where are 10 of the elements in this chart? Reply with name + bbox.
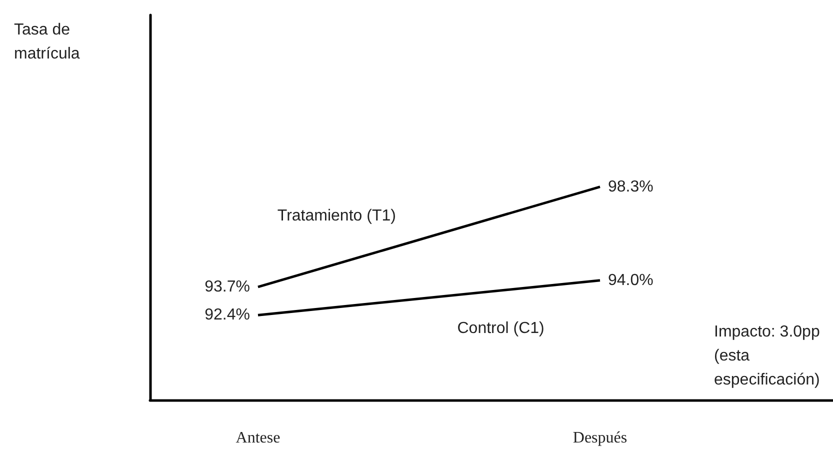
data-label: 92.4% [204,306,250,324]
x-tick-label: Después [572,430,628,446]
series-label: Tratamiento (T1) [277,207,396,224]
data-label: 98.3% [608,178,654,196]
series-label: Control (C1) [457,320,544,337]
data-label: 93.7% [204,278,250,296]
annotation: Impacto: 3.0pp (esta especificación) [714,324,824,388]
y-axis-title: Tasa de matrícula [14,22,80,62]
x-tick-label: Antese [236,430,280,446]
data-label: 94.0% [608,272,654,289]
